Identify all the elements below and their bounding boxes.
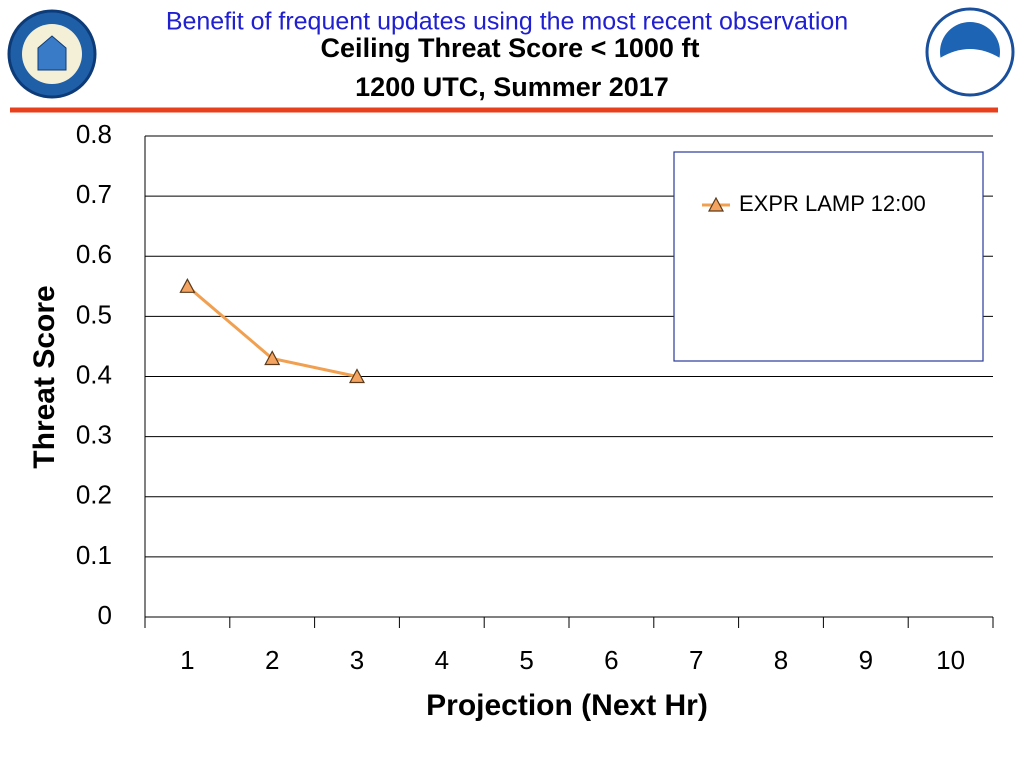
x-tick-label: 4 — [435, 645, 449, 675]
y-tick-label: 0.3 — [76, 420, 112, 450]
y-tick-label: 0.7 — [76, 179, 112, 209]
y-tick-label: 0.4 — [76, 359, 112, 389]
y-tick-label: 0.8 — [76, 119, 112, 149]
x-tick-label: 10 — [936, 645, 965, 675]
legend-box — [673, 151, 984, 362]
x-tick-label: 3 — [350, 645, 364, 675]
y-tick-label: 0.6 — [76, 239, 112, 269]
x-axis-label: Projection (Next Hr) — [426, 689, 708, 722]
x-tick-label: 6 — [604, 645, 618, 675]
legend-marker — [707, 196, 725, 212]
point-marker — [179, 278, 196, 293]
x-tick-label: 1 — [180, 645, 194, 675]
y-tick-label: 0.1 — [76, 540, 112, 570]
x-tick-label: 5 — [519, 645, 533, 675]
commerce-seal — [7, 9, 97, 99]
x-tick-label: 7 — [689, 645, 703, 675]
y-tick-label: 0.5 — [76, 299, 112, 329]
y-tick-label: 0 — [98, 600, 112, 630]
legend-label: EXPR LAMP 12:00 — [739, 191, 926, 216]
point-marker — [264, 350, 281, 366]
chart-subtitle: 1200 UTC, Summer 2017 — [355, 72, 669, 102]
point-marker — [348, 368, 366, 384]
header: Benefit of frequent updates using the mo… — [166, 8, 848, 36]
noaa-logo — [925, 7, 1015, 97]
chart-title: Ceiling Threat Score < 1000 ft — [321, 33, 700, 63]
y-tick-label: 0.2 — [76, 480, 112, 510]
x-tick-label: 2 — [265, 645, 279, 675]
y-axis-label: Threat Score — [28, 285, 61, 468]
x-tick-label: 8 — [774, 645, 788, 675]
x-tick-label: 9 — [859, 645, 873, 675]
